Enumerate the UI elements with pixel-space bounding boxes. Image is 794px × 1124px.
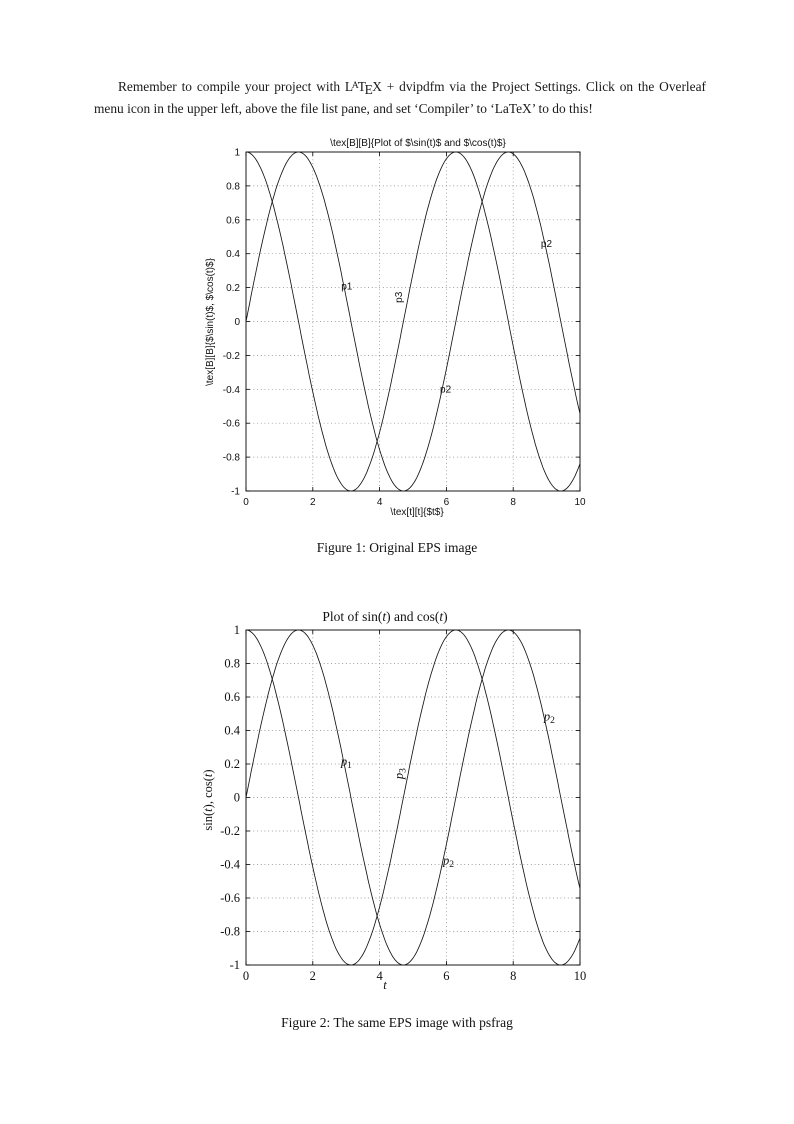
y-tick-label: 0.4 [224, 724, 240, 738]
x-tick-label: 2 [310, 969, 316, 983]
latex-logo-e: E [364, 81, 373, 97]
latex-logo-t: T [357, 78, 366, 94]
x-tick-label: 8 [510, 497, 516, 508]
y-tick-label: 1 [234, 623, 240, 637]
curve-cos-t- [245, 629, 581, 966]
y-tick-label: 0.2 [224, 757, 240, 771]
latex-logo-a: A [351, 80, 359, 91]
y-tick-label: 0.4 [226, 249, 240, 260]
y-tick-label: -0.2 [220, 824, 240, 838]
y-tick-label: -1 [231, 487, 240, 498]
x-axis-label: \tex[t][t]{$t$} [390, 507, 444, 518]
latex-logo: LATEX [344, 78, 382, 97]
x-tick-label: 4 [377, 497, 383, 508]
plot-title: Plot of sin(t) and cos(t) [322, 609, 447, 624]
y-tick-label: 0.2 [226, 283, 240, 294]
curve-sin-t- [245, 151, 581, 492]
plot-annotation: p3 [392, 768, 409, 780]
curve-sin-t- [245, 629, 581, 966]
y-axis-label: sin(t), cos(t) [201, 769, 215, 830]
x-tick-label: 10 [574, 969, 587, 983]
figure2-plot: 10.80.60.40.20-0.2-0.4-0.6-0.8-10 2 4 6 8 10P… [201, 609, 587, 992]
x-tick-label: 6 [443, 969, 449, 983]
plot-annotation: p1 [340, 755, 352, 772]
x-tick-label: 4 [376, 969, 383, 983]
y-tick-label: -1 [230, 958, 240, 972]
figure1-caption: Figure 1: Original EPS image [316, 540, 478, 555]
intro-text-after: + dvipdfm via the Project Settings. Clic… [94, 78, 706, 117]
y-tick-label: 0 [234, 317, 240, 328]
y-tick-label: 1 [234, 148, 240, 159]
y-tick-label: 0.6 [226, 215, 240, 226]
y-axis-label: \tex[B][B]{$\sin(t)$, $\cos(t)$} [205, 257, 216, 385]
plot-annotation: p1 [341, 281, 353, 292]
x-tick-label: 2 [310, 497, 316, 508]
x-tick-label: 8 [510, 969, 516, 983]
figure2-caption: Figure 2: The same EPS image with psfrag [281, 1015, 513, 1030]
y-tick-label: -0.2 [223, 351, 241, 362]
plot-annotation: p2 [440, 385, 452, 396]
y-tick-label: 0 [234, 791, 240, 805]
plot-annotation: p2 [541, 239, 553, 250]
y-tick-label: -0.6 [220, 891, 240, 905]
figure1-plot: 10.80.60.40.20-0.2-0.4-0.6-0.8-10 2 4 6 8 10\… [205, 138, 586, 518]
plot-title: \tex[B][B]{Plot of $\sin(t)$ and $\cos(t… [330, 138, 506, 149]
y-tick-label: -0.4 [220, 858, 241, 872]
curve-cos-t- [245, 151, 581, 492]
x-tick-label: 10 [574, 497, 586, 508]
y-tick-label: 0.8 [226, 181, 240, 192]
y-tick-label: -0.4 [223, 385, 241, 396]
intro-text-before: Remember to compile your project with [118, 78, 345, 94]
y-tick-label: 0.8 [224, 657, 240, 671]
y-tick-label: -0.8 [220, 925, 240, 939]
x-tick-label: 0 [243, 497, 249, 508]
y-tick-label: -0.6 [223, 419, 241, 430]
latex-logo-l: L [344, 78, 354, 94]
intro-paragraph: Remember to compile your project with LA… [94, 76, 706, 119]
y-tick-label: -0.8 [223, 453, 241, 464]
plot-annotation: p3 [394, 291, 405, 303]
plot-annotation: p2 [442, 854, 454, 871]
x-tick-label: 0 [243, 969, 249, 983]
latex-logo-x: X [372, 78, 382, 94]
x-axis-label: t [383, 978, 387, 992]
plot-annotation: p2 [543, 709, 555, 726]
y-tick-label: 0.6 [224, 690, 240, 704]
x-tick-label: 6 [444, 497, 450, 508]
